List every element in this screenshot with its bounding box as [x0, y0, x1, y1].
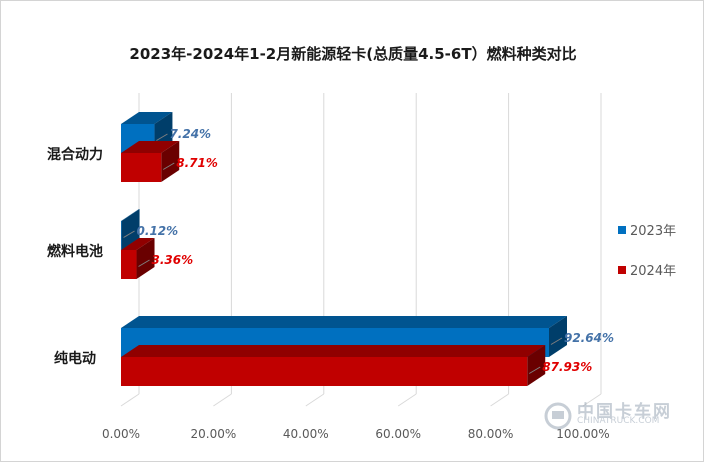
bar-top-face — [121, 209, 140, 221]
gridline-floor — [490, 393, 509, 407]
gridline-floor — [305, 393, 325, 407]
data-label-leader — [156, 133, 168, 141]
x-tick-label: 100.00% — [556, 427, 609, 441]
gridline-floor — [213, 393, 232, 407]
data-label: 7.24% — [169, 127, 211, 141]
category-label: 混合动力 — [47, 146, 103, 163]
data-label-leader — [138, 259, 150, 267]
data-label-leader — [550, 337, 563, 345]
watermark-logo-icon — [544, 402, 572, 430]
bar-top-face — [121, 238, 155, 250]
watermark-text: 中国卡车网 — [577, 402, 672, 422]
category-label: 纯电动 — [54, 350, 96, 367]
bar — [121, 250, 137, 279]
gridline-floor — [120, 393, 140, 407]
data-label-leader — [528, 366, 541, 374]
legend-label-2023: 2023年 — [630, 224, 677, 239]
legend-swatch-2024 — [618, 266, 626, 274]
data-label: 87.93% — [542, 360, 592, 374]
chart-title: 2023年-2024年1-2月新能源轻卡(总质量4.5-6T）燃料种类对比 — [129, 45, 577, 63]
bar — [121, 357, 528, 386]
bar-top-face — [121, 112, 173, 124]
bar-side-face — [121, 209, 140, 250]
data-label: 8.71% — [176, 156, 218, 170]
data-label: 92.64% — [564, 331, 614, 345]
bar — [121, 153, 162, 182]
bar-top-face — [121, 316, 567, 328]
bar-top-face — [121, 345, 546, 357]
watermark: 中国卡车网 CHINATRUCK.COM — [543, 397, 693, 441]
data-label-leader — [162, 162, 175, 170]
bar-side-face — [548, 316, 567, 357]
bar-side-face — [161, 141, 180, 182]
x-tick-label: 0.00% — [102, 427, 140, 441]
x-tick-label: 80.00% — [468, 427, 514, 441]
x-tick-label: 60.00% — [375, 427, 421, 441]
legend-item-2023: 2023年 — [618, 220, 676, 239]
x-tick-label: 40.00% — [283, 427, 329, 441]
legend-item-2024: 2024年 — [618, 260, 676, 279]
legend-label-2024: 2024年 — [630, 264, 677, 279]
data-label-leader — [123, 230, 135, 238]
bar-side-face — [136, 238, 155, 279]
watermark-subtext: CHINATRUCK.COM — [577, 416, 660, 426]
x-tick-label: 20.00% — [191, 427, 237, 441]
category-label: 燃料电池 — [47, 243, 103, 260]
bar-side-face — [527, 345, 546, 386]
gridline-floor — [397, 393, 417, 407]
bar-top-face — [121, 141, 180, 153]
bar — [121, 221, 122, 250]
legend-swatch-2023 — [618, 226, 626, 234]
data-label: 3.36% — [152, 253, 194, 267]
data-label: 0.12% — [137, 224, 179, 238]
gridline-floor — [582, 393, 602, 407]
